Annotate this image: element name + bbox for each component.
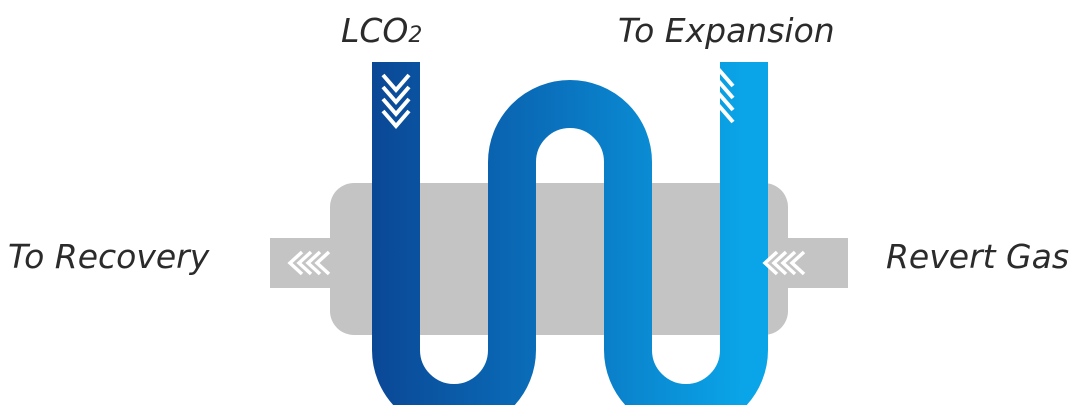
serpentine-tube [372,62,768,405]
chevrons-left-icon [287,250,331,276]
chevrons-down-icon [381,73,411,130]
chevrons-up-icon [705,67,735,124]
inlet-label-main: LCO [341,11,409,50]
inlet-label: LCO2 [341,14,422,47]
outlet-label: To Expansion [618,11,835,50]
right-nozzle [786,238,848,288]
right-side-label: Revert Gas [886,237,1070,276]
inlet-label-subscript: 2 [408,23,423,48]
left-side-label: To Recovery [8,237,210,276]
exchanger-body [330,183,788,335]
chevrons-left-icon [762,250,806,276]
